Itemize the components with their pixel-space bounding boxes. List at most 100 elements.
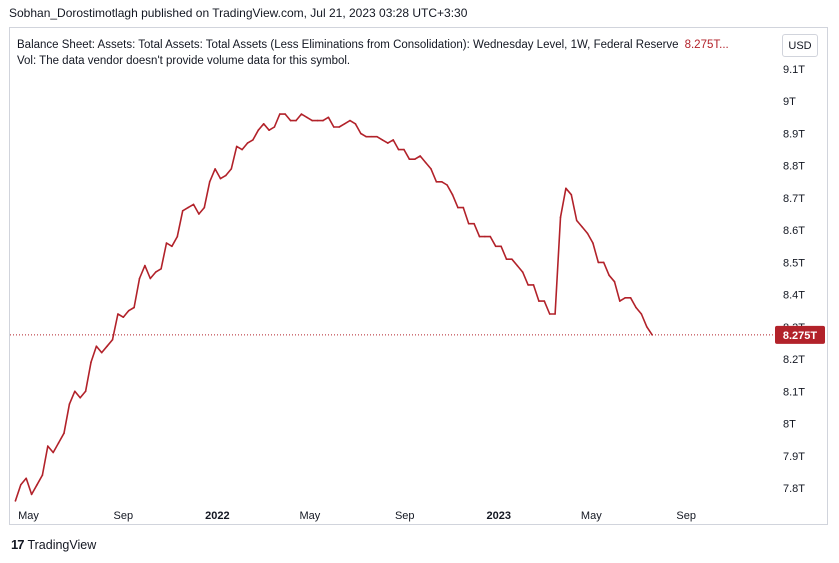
data-point: [198, 213, 200, 215]
data-point: [527, 284, 529, 286]
last-value-badge: 8.275T: [775, 325, 825, 344]
data-point: [30, 493, 33, 496]
x-tick-label: 2023: [487, 510, 511, 522]
legend-volume-note: Vol: The data vendor doesn't provide vol…: [17, 55, 351, 67]
tradingview-brand-name: TradingView: [27, 537, 97, 552]
data-point: [144, 264, 146, 267]
data-point: [349, 119, 351, 122]
series-legend: Balance Sheet: Assets: Total Assets: Tot…: [17, 37, 729, 69]
data-point: [629, 297, 632, 299]
data-point: [176, 235, 179, 238]
data-point: [532, 284, 535, 286]
data-point: [181, 210, 184, 212]
data-point: [127, 309, 130, 312]
x-tick-label: Sep: [114, 510, 134, 522]
data-point: [624, 297, 626, 299]
chart-canvas[interactable]: May Sep 2022 May Sep 2023 May Sep 7.8T 7.9T 8T 8.1…: [10, 28, 828, 525]
data-point: [478, 235, 481, 238]
data-point: [430, 168, 432, 170]
publisher-info: Sobhan_Dorostimotlagh published on Tradi…: [9, 6, 468, 20]
data-point: [84, 390, 87, 393]
data-point: [106, 345, 108, 348]
data-point: [408, 158, 411, 160]
data-point: [47, 445, 49, 447]
data-point: [338, 126, 341, 128]
data-point: [306, 116, 308, 119]
data-point: [484, 235, 486, 238]
data-point: [473, 222, 475, 225]
series-line[interactable]: [14, 113, 653, 502]
tradingview-brand[interactable]: 17 TradingView: [11, 537, 96, 552]
y-tick-label: 7.9T: [783, 451, 805, 463]
data-point: [613, 280, 616, 283]
data-point: [149, 277, 152, 280]
x-tick-label: Sep: [395, 510, 415, 522]
y-tick-label: 9.1T: [783, 64, 805, 76]
chart-panel[interactable]: May Sep 2022 May Sep 2023 May Sep 7.8T 7.9T 8T 8.1…: [9, 27, 828, 525]
data-point: [219, 177, 222, 180]
data-point: [235, 145, 238, 148]
data-point: [343, 123, 346, 125]
data-point: [640, 313, 643, 315]
data-point: [225, 174, 227, 177]
data-point: [268, 129, 270, 131]
data-point: [602, 261, 605, 264]
data-point: [597, 261, 600, 264]
data-point: [435, 181, 438, 183]
data-point: [467, 222, 470, 225]
last-value-label: 8.275T: [783, 330, 818, 342]
currency-button[interactable]: USD: [782, 34, 818, 57]
x-tick-label: May: [300, 510, 321, 522]
data-point: [651, 334, 653, 336]
data-point: [68, 403, 71, 406]
data-point: [370, 135, 373, 138]
data-point: [592, 242, 594, 244]
y-tick-label: 8.5T: [783, 257, 805, 269]
data-point: [489, 235, 492, 238]
data-point: [360, 132, 362, 135]
legend-series-title: Balance Sheet: Assets: Total Assets: Tot…: [17, 39, 679, 51]
data-point: [257, 129, 260, 131]
y-tick-label: 8.7T: [783, 193, 805, 205]
data-point: [575, 219, 578, 222]
data-point: [581, 226, 583, 228]
data-point: [333, 126, 335, 128]
y-tick-label: 8.9T: [783, 128, 805, 140]
data-point: [322, 119, 324, 122]
data-point: [505, 258, 508, 260]
data-point: [154, 271, 157, 273]
data-point: [79, 397, 81, 399]
data-point: [403, 148, 405, 151]
x-axis: May Sep 2022 May Sep 2023 May Sep: [18, 510, 696, 522]
data-point: [397, 148, 400, 151]
data-point: [63, 432, 65, 435]
data-point: [419, 155, 422, 157]
y-tick-label: 8.4T: [783, 290, 805, 302]
data-point: [494, 245, 497, 248]
data-point: [133, 306, 135, 309]
data-point: [543, 300, 546, 302]
data-point: [554, 313, 556, 315]
data-point: [441, 181, 443, 183]
data-point: [241, 148, 243, 151]
data-point: [424, 161, 427, 164]
y-tick-label: 8.6T: [783, 225, 805, 237]
data-point: [511, 258, 513, 260]
data-point: [565, 187, 567, 190]
y-tick-label: 7.8T: [783, 483, 805, 495]
data-point: [52, 451, 54, 454]
data-point: [57, 442, 60, 444]
data-point: [90, 361, 92, 364]
tradingview-logo-icon: 17: [11, 537, 25, 552]
data-point: [192, 203, 195, 206]
data-point: [516, 264, 519, 267]
data-point: [100, 351, 103, 354]
data-point: [14, 500, 17, 502]
data-point: [548, 313, 551, 315]
data-point: [138, 277, 141, 280]
data-point: [311, 119, 314, 122]
data-point: [586, 232, 589, 235]
data-point: [279, 113, 281, 115]
series-points: [14, 113, 653, 502]
data-point: [122, 316, 125, 319]
